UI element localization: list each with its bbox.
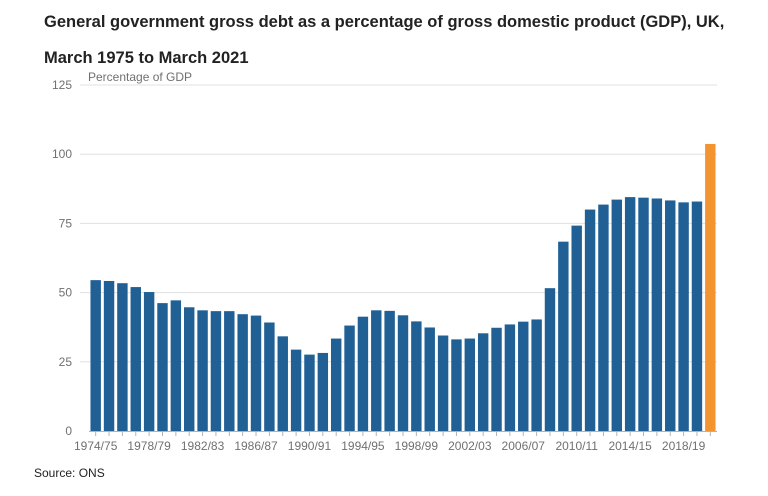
bar [411,321,422,431]
bar [544,288,556,431]
bar [143,292,155,431]
bar [224,311,235,431]
bar [157,303,168,431]
bar [437,335,449,431]
x-axis: 1974/75 1978/79 1982/83 1986/87 1990/91 1994/… [74,431,717,453]
bar [237,314,248,431]
bar [491,327,502,431]
bar [691,201,703,431]
bar [290,349,302,431]
x-tick-label: 1978/79 [127,439,171,453]
y-axis-label: Percentage of GDP [88,70,192,84]
bar [518,321,529,431]
x-tick-label: 1974/75 [74,439,118,453]
x-tick-label: 1986/87 [234,439,278,453]
bar [90,280,101,431]
bar [304,354,315,431]
chart-title: General government gross debt as a perce… [44,13,725,67]
bar [170,300,182,431]
bar [277,336,288,431]
x-tick-label: 2002/03 [448,439,492,453]
bar [611,199,622,431]
bars [90,143,716,431]
bar [624,197,636,431]
bar [317,352,329,431]
bar [210,311,222,431]
y-tick-label: 25 [59,355,73,369]
bar [264,322,275,431]
x-tick-label: 1998/99 [395,439,439,453]
bar [451,339,462,431]
y-tick-label: 125 [52,78,72,92]
bar [130,287,141,431]
bar [678,202,689,431]
source-note: Source: ONS [34,466,105,480]
bar [531,319,542,431]
bar [330,338,342,431]
bar [504,324,516,431]
bar [184,307,195,431]
bar [464,338,476,431]
x-tick-label: 2006/07 [502,439,546,453]
bar [117,283,128,431]
bar [571,225,582,431]
bar [598,204,609,431]
x-tick-label: 2014/15 [608,439,652,453]
bar [197,310,208,431]
x-tick-label: 1990/91 [288,439,332,453]
bar [371,310,382,431]
y-axis-ticks: 0 25 50 75 100 125 [52,78,72,438]
bar [638,197,649,431]
bar [397,315,409,431]
bar [558,241,569,431]
x-tick-label: 1982/83 [181,439,225,453]
bar [103,280,115,431]
y-tick-label: 50 [59,286,73,300]
bar [477,333,489,431]
bar [384,310,395,431]
bar [584,209,596,431]
x-tick-label: 2018/19 [662,439,706,453]
x-tick-label: 2010/11 [555,439,598,453]
y-tick-label: 75 [59,216,73,230]
bar [424,327,435,431]
x-tick-label: 1994/95 [341,439,385,453]
bar [250,315,262,431]
bar [665,200,676,431]
bar [651,198,663,431]
y-tick-label: 0 [65,424,72,438]
bar-highlight [705,143,716,431]
bar [344,325,355,431]
bar [357,316,369,431]
y-tick-label: 100 [52,147,72,161]
